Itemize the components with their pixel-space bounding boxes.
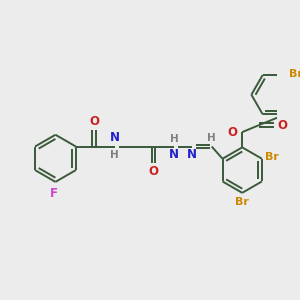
Text: Br: Br <box>265 152 279 162</box>
Text: H: H <box>170 134 179 144</box>
Text: N: N <box>110 131 120 144</box>
Text: O: O <box>277 119 287 132</box>
Text: N: N <box>187 148 197 160</box>
Text: N: N <box>169 148 179 160</box>
Text: Br: Br <box>289 69 300 79</box>
Text: O: O <box>227 126 237 139</box>
Text: H: H <box>110 150 119 160</box>
Text: F: F <box>50 187 58 200</box>
Text: H: H <box>207 133 216 143</box>
Text: O: O <box>148 165 158 178</box>
Text: Br: Br <box>235 197 249 207</box>
Text: O: O <box>89 115 99 128</box>
